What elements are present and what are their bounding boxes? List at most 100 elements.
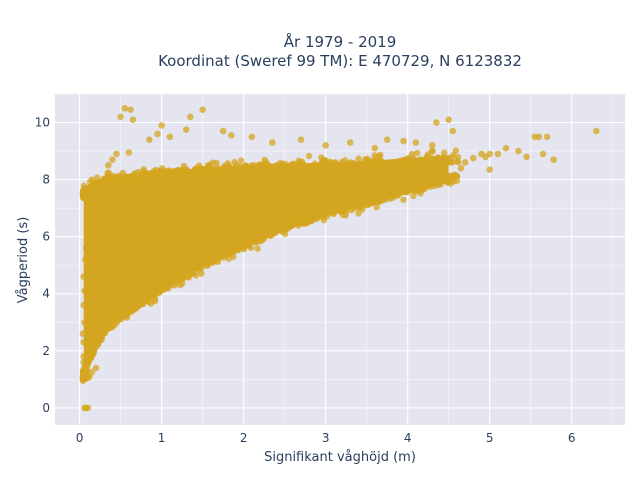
scatter-point — [179, 273, 186, 281]
scatter-point — [200, 256, 207, 263]
scatter-point — [80, 353, 88, 360]
scatter-point — [112, 175, 119, 183]
scatter-point — [266, 232, 274, 240]
scatter-point — [337, 165, 345, 172]
ticks: 0 1 2 3 4 5 6 0 2 4 6 8 10 — [35, 116, 576, 445]
y-tick-label: 4 — [42, 287, 50, 301]
scatter-point — [412, 139, 420, 146]
chart-title-line-1: År 1979 - 2019 — [284, 32, 397, 51]
y-tick-label: 10 — [35, 116, 50, 130]
scatter-point — [106, 178, 114, 185]
scatter-point — [207, 258, 214, 265]
scatter-point — [166, 133, 174, 141]
scatter-point — [371, 144, 379, 152]
scatter-point — [324, 163, 332, 170]
scatter-point — [407, 160, 415, 168]
scatter-point — [163, 283, 170, 291]
scatter-point — [172, 276, 179, 284]
scatter-point — [346, 139, 354, 146]
scatter-point — [147, 288, 154, 295]
scatter-point — [261, 156, 268, 164]
y-tick-label: 2 — [42, 344, 50, 358]
scatter-point — [92, 364, 100, 372]
scatter-point — [402, 188, 410, 195]
scatter-point — [80, 358, 88, 366]
scatter-point — [79, 330, 87, 337]
scatter-point — [311, 160, 319, 167]
scatter-point — [413, 149, 421, 157]
scatter-point — [189, 263, 196, 271]
scatter-point — [435, 181, 442, 189]
scatter-point — [297, 136, 305, 143]
scatter-point — [288, 221, 295, 228]
scatter-point — [233, 169, 241, 176]
scatter-point — [166, 167, 173, 174]
scatter-point — [355, 155, 362, 162]
scatter-point — [171, 282, 179, 289]
scatter-point — [299, 216, 306, 224]
scatter-point — [127, 106, 134, 113]
scatter-point — [146, 136, 153, 143]
scatter-point — [195, 259, 203, 266]
scatter-point — [100, 323, 107, 331]
scatter-point — [365, 197, 372, 204]
scatter-point — [161, 173, 169, 181]
scatter-point — [199, 168, 207, 175]
scatter-point — [269, 139, 276, 146]
x-tick-label: 4 — [404, 431, 412, 445]
scatter-point — [348, 206, 355, 214]
scatter-point — [251, 238, 258, 246]
scatter-point — [366, 161, 373, 168]
scatter-point — [101, 183, 108, 190]
scatter-point — [376, 197, 383, 205]
scatter-point — [105, 162, 112, 169]
scatter-point — [457, 164, 465, 172]
scatter-point — [452, 172, 459, 179]
scatter-point — [454, 158, 462, 166]
scatter-point — [246, 238, 253, 246]
scatter-point — [219, 127, 227, 135]
scatter-point — [523, 153, 530, 161]
scatter-point — [353, 197, 360, 204]
x-tick-label: 2 — [240, 431, 248, 445]
scatter-point — [92, 183, 100, 191]
scatter-point — [247, 233, 254, 241]
scatter-point — [86, 189, 93, 196]
scatter-point — [89, 349, 96, 356]
scatter-point — [175, 166, 182, 174]
scatter-point — [81, 318, 88, 326]
scatter-point — [187, 113, 194, 121]
point-cloud-density — [83, 155, 449, 380]
scatter-point — [254, 245, 261, 252]
scatter-point — [153, 171, 160, 179]
scatter-point — [194, 172, 201, 179]
scatter-point — [121, 104, 129, 112]
scatter-point — [258, 232, 266, 240]
scatter-point — [290, 167, 298, 174]
scatter-point — [333, 161, 340, 168]
scatter-point — [212, 250, 219, 258]
scatter-point — [445, 116, 452, 123]
scatter-point — [80, 338, 88, 346]
scatter-point — [539, 150, 547, 158]
scatter-point — [213, 168, 221, 175]
scatter-point — [117, 113, 124, 121]
scatter-point — [233, 161, 240, 168]
scatter-point — [343, 205, 350, 212]
scatter-point — [404, 182, 411, 190]
scatter-point — [84, 404, 92, 412]
scatter-point — [82, 244, 90, 252]
scatter-point — [81, 287, 88, 295]
scatter-point — [282, 167, 289, 174]
y-tick-label: 0 — [42, 401, 50, 415]
scatter-point — [449, 127, 457, 135]
scatter-point — [358, 196, 366, 204]
scatter-point — [214, 258, 221, 266]
scatter-point — [400, 196, 407, 203]
scatter-point — [434, 154, 441, 161]
scatter-point — [440, 149, 448, 156]
scatter-point — [140, 177, 147, 184]
scatter-point — [118, 308, 126, 316]
scatter-point — [223, 251, 230, 258]
